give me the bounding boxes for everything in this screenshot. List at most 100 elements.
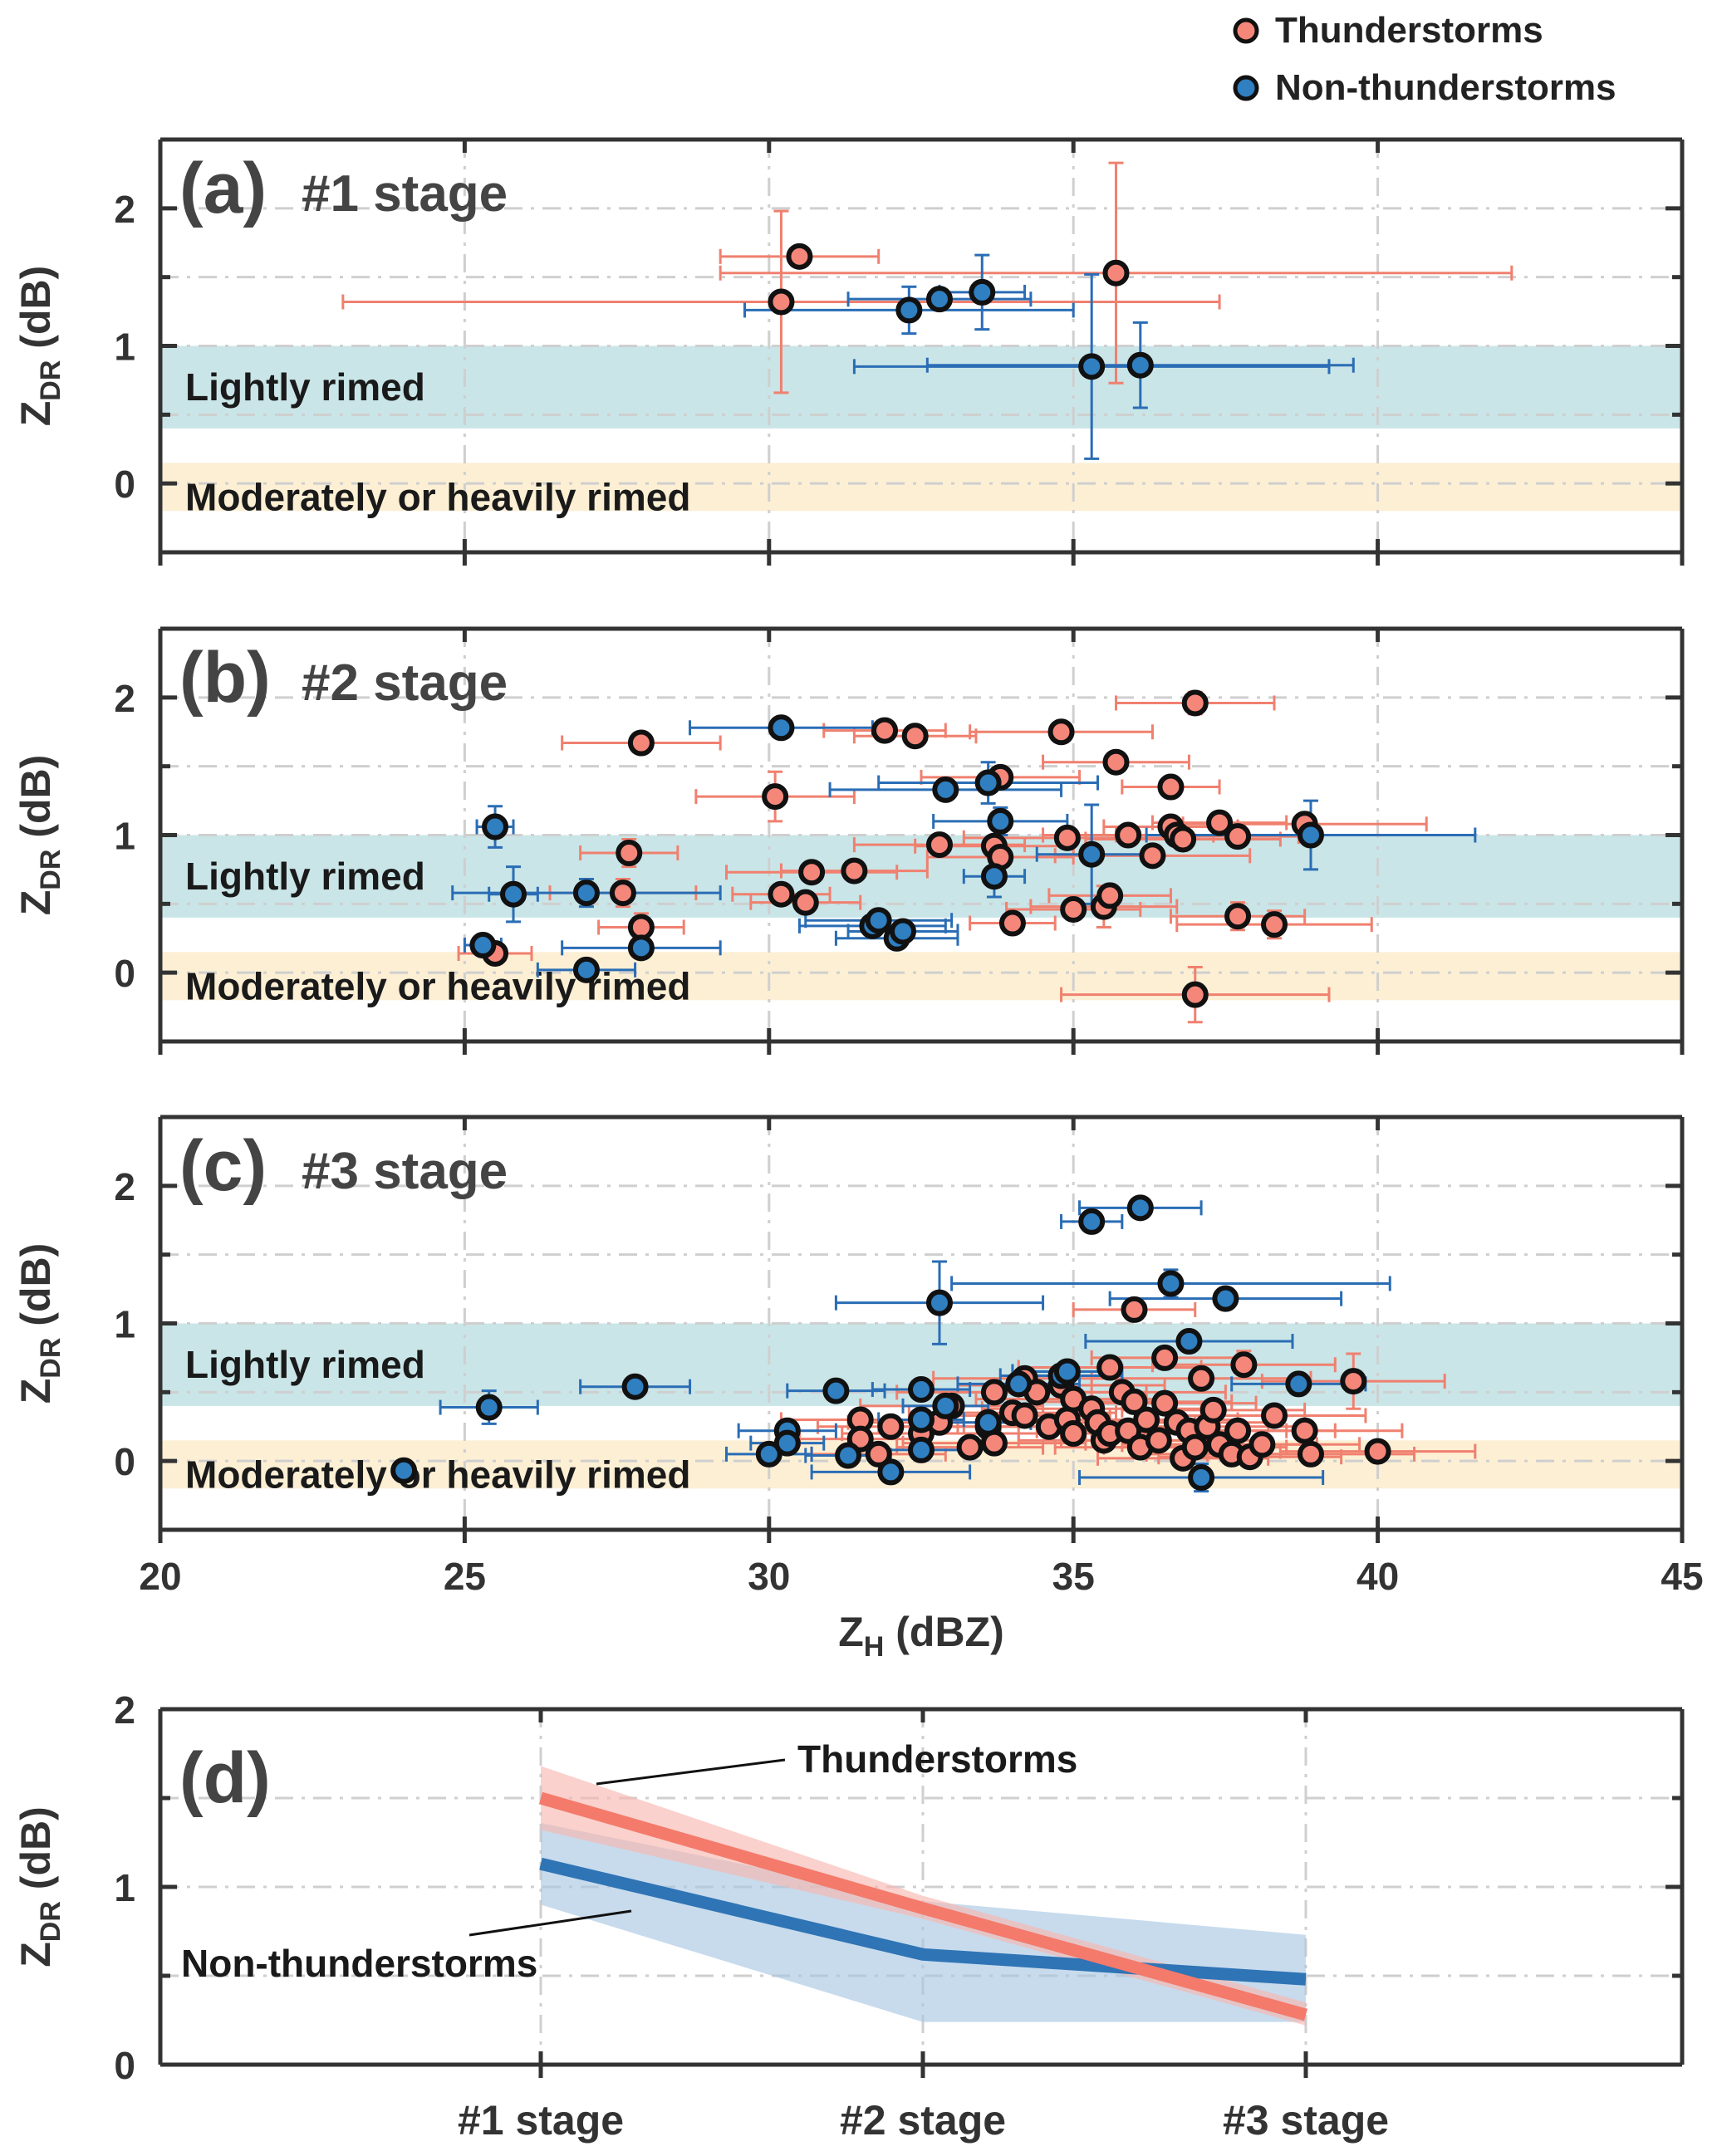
thunder-point	[956, 1433, 984, 1461]
non-point	[908, 1376, 935, 1404]
band-label-lightly: Lightly rimed	[185, 855, 425, 898]
band-label-heavily: Moderately or heavily rimed	[185, 476, 690, 519]
non-point	[835, 1442, 862, 1469]
non-point	[895, 296, 923, 324]
x-tick-label: 35	[1052, 1555, 1095, 1598]
non-point	[755, 1440, 782, 1468]
thunder-point	[998, 909, 1026, 937]
thunder-point	[1224, 903, 1252, 930]
non-point	[974, 769, 1002, 796]
thunder-point	[762, 783, 789, 811]
band-label-lightly: Lightly rimed	[185, 1343, 425, 1386]
non-point	[822, 1377, 850, 1404]
y-axis-label: ZDR (dB)	[12, 755, 66, 916]
thunder-point	[1340, 1368, 1367, 1395]
y-tick-label: 1	[114, 1866, 135, 1909]
non-point	[621, 1373, 649, 1400]
x-tick-label: 25	[444, 1555, 486, 1598]
y-axis-label: ZDR (dB)	[12, 266, 66, 427]
thunder-point	[1151, 1344, 1179, 1371]
thunder-point	[792, 889, 819, 916]
annotation-non: Non-thunderstorms	[181, 1942, 537, 1985]
thunder-point	[1115, 821, 1142, 849]
thunder-point	[1060, 895, 1087, 923]
band-label-lightly: Lightly rimed	[185, 365, 425, 409]
annotation-thunder-pointer	[596, 1758, 786, 1786]
non-point	[865, 907, 892, 934]
y-axis-label: ZDR (dB)	[12, 1243, 66, 1404]
y-tick-label: 2	[114, 677, 135, 720]
non-point	[1053, 1358, 1081, 1385]
panel-letter: (b)	[179, 638, 271, 718]
panel-title: #3 stage	[302, 1143, 508, 1200]
panel-letter: (a)	[179, 149, 267, 228]
annotation-thunder: Thunderstorms	[797, 1737, 1077, 1781]
non-point	[627, 934, 655, 962]
thunder-point	[1121, 1296, 1148, 1323]
thunder-point	[768, 288, 795, 316]
thunder-point	[925, 831, 953, 859]
thunder-point	[1291, 1417, 1318, 1444]
non-point	[974, 1409, 1002, 1436]
non-point	[932, 1392, 959, 1419]
x-tick-label: #2 stage	[840, 2097, 1006, 2144]
panel-d: #1 stage #2 stage #3 stage 0 1 2 (d) ZDR (dB) Th…	[12, 1688, 1685, 2144]
thunder-point	[627, 729, 655, 757]
thunder-point	[1181, 1433, 1209, 1461]
thunder-point	[1133, 1406, 1160, 1433]
panel-letter: (c)	[179, 1126, 267, 1206]
y-tick-label: 1	[114, 815, 135, 858]
y-tick-label: 0	[114, 952, 135, 995]
non-point	[1078, 840, 1106, 868]
thunder-point	[1096, 882, 1124, 909]
panel-title: #1 stage	[302, 165, 508, 223]
thunder-point	[871, 717, 899, 744]
band-heavily-rimed	[160, 952, 1682, 1001]
non-point	[1297, 821, 1324, 849]
thunder-point	[616, 840, 643, 867]
non-point	[1188, 1464, 1215, 1492]
panel-letter: (d)	[179, 1738, 271, 1818]
non-mean-line	[539, 1857, 1307, 1986]
panel-b: Lightly rimed Moderately or heavily rimed…	[12, 626, 1685, 1055]
y-tick-label: 2	[114, 188, 135, 231]
non-point	[925, 1289, 953, 1316]
thunder-point	[1011, 1402, 1038, 1429]
thunder-point	[901, 723, 929, 750]
non-point	[773, 1429, 801, 1457]
legend-thunder-label: Thunderstorms	[1275, 10, 1543, 51]
thunder-point	[841, 857, 868, 884]
x-tick-label: 40	[1356, 1555, 1399, 1598]
band-heavily-rimed	[160, 463, 1682, 512]
y-tick-label: 0	[114, 1440, 135, 1483]
thunder-point	[980, 1379, 1008, 1406]
non-point	[768, 714, 795, 742]
non-point	[1078, 1208, 1106, 1235]
non-point	[908, 1406, 935, 1433]
thunder-point	[1188, 1365, 1215, 1392]
thunder-point	[1139, 842, 1166, 870]
legend: Thunderstorms Non-thunderstorms	[1233, 10, 1616, 108]
thunder-point	[1145, 1427, 1172, 1454]
thunder-point	[865, 1440, 892, 1468]
thunder-point	[1170, 826, 1197, 853]
legend-non-label: Non-thunderstorms	[1275, 67, 1616, 108]
non-point	[932, 776, 959, 803]
thunder-point	[1102, 259, 1130, 287]
legend-thunder-marker	[1233, 17, 1259, 44]
x-tick-label: 20	[139, 1555, 181, 1598]
non-point	[877, 1458, 905, 1486]
thunder-point	[1151, 1389, 1179, 1417]
non-point	[1212, 1285, 1239, 1312]
x-tick-label: 45	[1661, 1555, 1703, 1598]
y-tick-label: 2	[114, 1688, 135, 1732]
panel-a: Lightly rimed Moderately or heavily rimed…	[12, 137, 1685, 566]
non-point	[572, 956, 600, 983]
thunder-point	[877, 1413, 905, 1440]
band-label-heavily: Moderately or heavily rimed	[185, 965, 690, 1008]
non-point	[469, 932, 497, 959]
thunder-point	[609, 880, 636, 907]
thunder-point	[1102, 748, 1130, 776]
non-point	[980, 863, 1008, 890]
